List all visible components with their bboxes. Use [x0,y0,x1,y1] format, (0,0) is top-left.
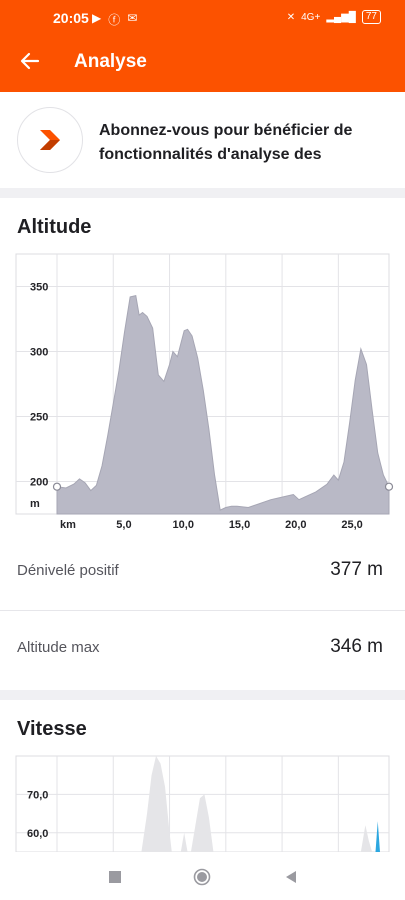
notification-icons: ▶ ⓕ ✉ [92,11,137,28]
altitude-area [56,294,390,515]
y-tick-label: 70,0 [27,789,48,801]
status-bar: 20:05 ▶ ⓕ ✉ ✕ 4G+ ▂▄▆█ 77 [0,0,405,34]
status-time: 20:05 [53,10,89,26]
speed-area [375,821,380,852]
chart-frame [15,755,390,852]
stat-value: 377 m [330,559,383,580]
stat-label: Dénivelé positif [17,562,119,579]
mail-icon: ✉ [127,11,138,25]
y-tick-label: 200 [30,477,48,489]
x-tick-label: km [60,519,76,531]
x-tick-label: 5,0 [116,519,131,531]
section-separator [0,690,405,700]
x-tick-label: 10,0 [173,519,194,531]
strava-logo-icon [17,107,83,173]
back-icon[interactable] [282,868,300,886]
x-tick-label: 20,0 [285,519,306,531]
end-marker [384,482,394,491]
speed-title: Vitesse [17,718,87,740]
play-icon: ▶ [92,11,102,25]
arrow-left-icon[interactable] [18,49,42,73]
stat-row-max-altitude: Altitude max 346 m [0,612,405,690]
altitude-chart: 350 300 250 200 m km 5,0 10,0 15,0 20,0 25,0 [15,253,394,531]
y-tick-label: 250 [30,412,48,424]
mute-icon: ✕ [286,11,296,23]
recents-icon[interactable] [106,868,124,886]
page-title: Analyse [74,51,147,72]
y-tick-label: 60,0 [27,828,48,840]
facebook-icon: ⓕ [108,13,121,27]
altitude-title: Altitude [17,216,92,238]
speed-chart: 70,0 60,0 [15,755,390,852]
x-tick-label: 25,0 [341,519,362,531]
start-marker [52,482,62,491]
x-tick-label: 15,0 [229,519,250,531]
y-tick-label: 350 [30,282,48,294]
system-nav-bar [0,852,405,900]
stat-row-elevation-gain: Dénivelé positif 377 m [0,535,405,613]
speed-area [141,756,172,852]
stat-value: 346 m [330,636,383,657]
subscribe-promo[interactable]: Abonnez-vous pour bénéficier de fonction… [0,92,405,188]
speed-area [180,832,198,852]
home-icon[interactable] [193,868,211,886]
system-icons: ✕ 4G+ ▂▄▆█ 77 [287,10,381,24]
speed-area [360,825,373,852]
y-tick-label: m [30,498,40,510]
battery-icon: 77 [361,10,381,24]
section-separator [0,188,405,198]
app-bar: Analyse [0,34,405,92]
speed-area [190,794,214,852]
y-tick-label: 300 [30,347,48,359]
divider [0,610,405,611]
promo-text: Abonnez-vous pour bénéficier de fonction… [99,122,353,163]
stat-label: Altitude max [17,639,100,656]
network-label: 4G+ [301,11,321,23]
signal-icon: ▂▄▆█ [326,11,356,23]
